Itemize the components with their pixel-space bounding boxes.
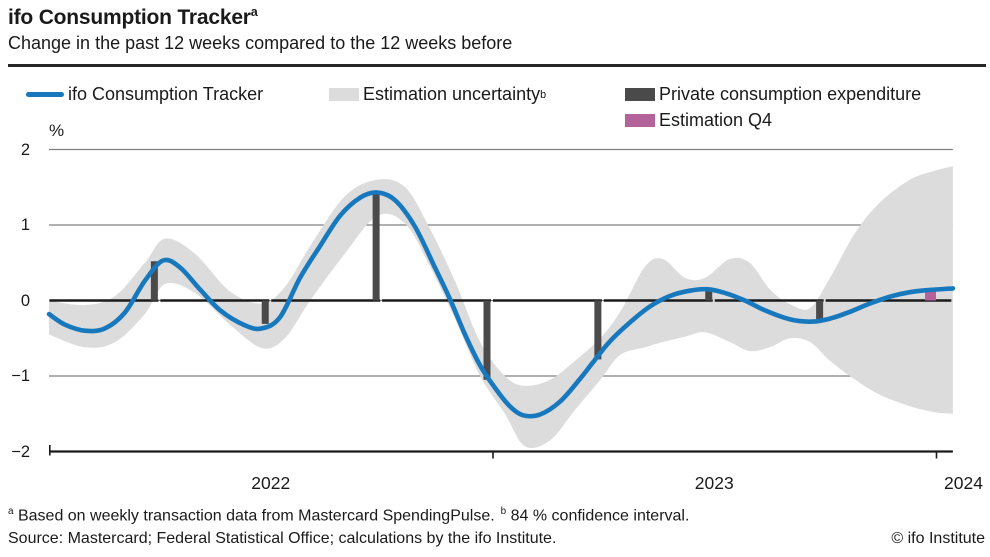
quarterly-bar-Q2-2023 xyxy=(705,290,713,301)
quarterly-bar-Q1-2023 xyxy=(594,300,602,360)
legend-label-estimation: Estimation Q4 xyxy=(659,110,773,130)
estimation-bar-swatch xyxy=(625,114,655,127)
footnote-b-text: 84 % confidence interval. xyxy=(510,507,690,525)
legend-item-uncertainty: Estimation uncertainty b xyxy=(329,84,546,105)
legend-label-uncertainty: Estimation uncertainty xyxy=(363,84,541,104)
estimation-bar xyxy=(925,290,936,301)
legend-item-expenditure: Private consumption expenditure xyxy=(625,84,921,105)
uncertainty-band-shape xyxy=(49,166,953,448)
x-axis-label-2022: 2022 xyxy=(251,473,291,493)
y-axis-label-−2: −2 xyxy=(11,442,30,461)
quarterly-bar-Q1-2022 xyxy=(150,261,158,301)
expenditure-bar-swatch xyxy=(625,88,655,101)
source-text: Source: Mastercard; Federal Statistical … xyxy=(8,530,557,547)
tracker-line-path xyxy=(46,190,956,419)
y-axis-unit-label: % xyxy=(49,121,65,140)
quarterly-bar-Q3-2023 xyxy=(816,300,824,320)
quarterly-bar-Q2-2022 xyxy=(261,300,269,324)
quarterly-bar-Q3-2022 xyxy=(372,193,380,301)
y-axis-label-2: 2 xyxy=(20,140,30,159)
page-title: ifo Consumption Trackera xyxy=(8,5,258,30)
legend-item-estimation: Estimation Q4 xyxy=(625,110,772,131)
tracker-line-swatch xyxy=(26,92,64,97)
uncertainty-band-swatch xyxy=(329,88,359,101)
legend-label-tracker: ifo Consumption Tracker xyxy=(68,84,264,104)
legend-item-tracker: ifo Consumption Tracker xyxy=(26,84,263,105)
legend-label-expenditure: Private consumption expenditure xyxy=(659,84,922,104)
quarterly-bar-Q4-2022 xyxy=(483,300,491,380)
footnote-a-text: Based on weekly transaction data from Ma… xyxy=(17,507,495,525)
footnote-a-marker: a xyxy=(8,506,14,517)
copyright-text: © ifo Institute xyxy=(891,530,985,547)
footnote: a Based on weekly transaction data from … xyxy=(8,506,689,525)
x-axis-label-2024: 2024 xyxy=(944,473,983,493)
title-footnote-marker: a xyxy=(250,5,258,19)
source-row: Source: Mastercard; Federal Statistical … xyxy=(8,530,985,548)
chart-subtitle: Change in the past 12 weeks compared to … xyxy=(8,33,513,53)
y-axis-label-0: 0 xyxy=(20,291,30,310)
y-axis-label-1: 1 xyxy=(20,216,30,234)
footnote-b-marker: b xyxy=(500,506,507,517)
title-text: ifo Consumption Tracker xyxy=(8,6,251,29)
y-axis-label-−1: −1 xyxy=(11,367,30,385)
x-axis-label-2023: 2023 xyxy=(694,473,734,493)
legend-footnote-marker-b: b xyxy=(540,88,547,101)
header-divider xyxy=(8,64,986,67)
